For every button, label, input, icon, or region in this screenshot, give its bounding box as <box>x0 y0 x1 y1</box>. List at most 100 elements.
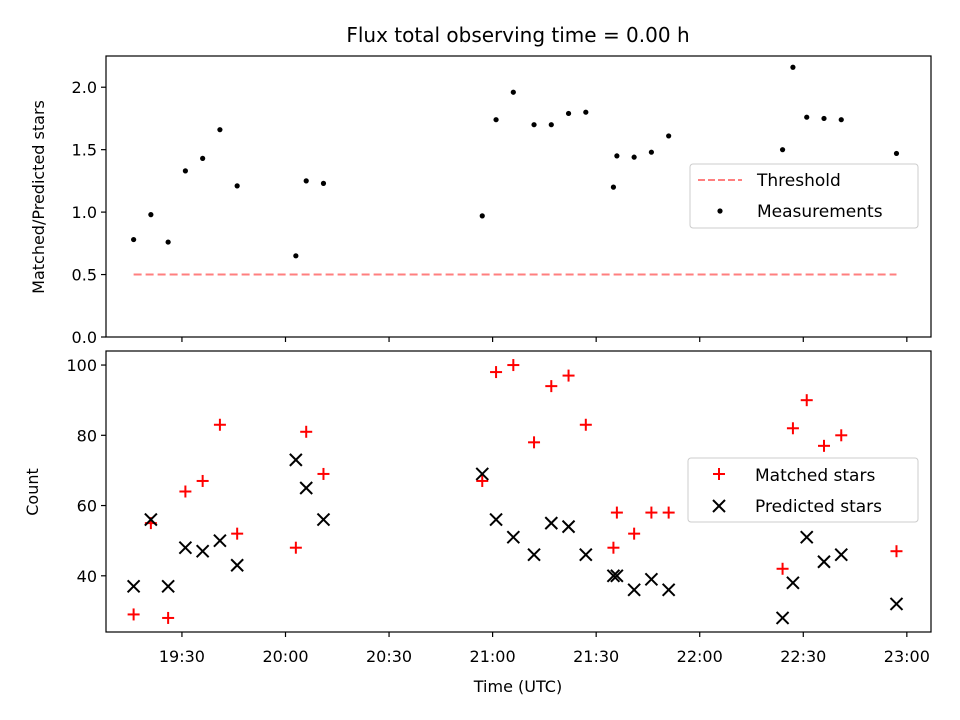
legend-matched-label: Matched stars <box>755 466 875 486</box>
matched-star-point <box>162 611 175 624</box>
measurement-point <box>217 127 223 133</box>
predicted-star-point <box>289 453 303 467</box>
x-tick-label: 20:30 <box>366 647 412 666</box>
predicted-star-point <box>230 558 244 572</box>
measurement-point <box>165 239 171 245</box>
measurement-point <box>779 147 786 153</box>
matched-star-point <box>628 527 641 540</box>
predicted-star-point <box>579 548 593 562</box>
matched-star-point <box>490 366 503 379</box>
matched-star-point <box>476 474 489 487</box>
matched-star-point <box>890 545 903 558</box>
predicted-star-point <box>800 530 814 544</box>
matched-star-point <box>300 425 313 438</box>
bottom-y-axis: 40 60 80 100 <box>66 356 106 586</box>
legend-measurements-swatch <box>717 208 723 214</box>
matched-star-point <box>213 418 226 431</box>
y-tick-label: 1.5 <box>72 141 97 160</box>
bottom-panel: 40 60 80 100 19:30 20:00 20:30 21:00 21:30 22:00… <box>23 350 932 696</box>
measurement-point <box>838 117 844 123</box>
predicted-star-point <box>316 512 331 527</box>
legend-predicted-label: Predicted stars <box>755 497 882 517</box>
y-tick-label: 0.5 <box>72 266 97 285</box>
x-tick-label: 20:00 <box>262 647 308 666</box>
matched-star-point <box>127 608 140 621</box>
predicted-star-point <box>644 572 659 587</box>
matched-star-point <box>776 562 789 575</box>
measurement-point <box>804 114 810 120</box>
matched-star-point <box>817 439 830 452</box>
predicted-star-point <box>775 611 790 625</box>
top-legend-box <box>689 163 919 229</box>
bottom-axes-frame <box>105 350 932 633</box>
predicted-star-point <box>144 512 158 527</box>
predicted-star-point <box>527 548 541 562</box>
predicted-star-point <box>561 519 576 534</box>
measurement-point <box>548 122 554 128</box>
bottom-legend-box <box>687 457 919 523</box>
bottom-y-axis-label: Count <box>23 468 42 516</box>
predicted-star-point <box>627 583 641 597</box>
x-tick-label: 21:30 <box>573 647 619 666</box>
y-tick-label: 60 <box>77 497 97 516</box>
measurement-point <box>531 122 537 128</box>
measurement-point <box>610 184 617 190</box>
predicted-star-point <box>475 467 489 481</box>
predicted-star-point <box>661 583 676 597</box>
y-tick-label: 40 <box>77 567 97 586</box>
top-legend: Threshold Measurements <box>689 163 919 229</box>
top-plot-area <box>131 64 900 276</box>
bottom-plot-area <box>126 359 904 625</box>
matched-star-point <box>562 369 575 382</box>
x-tick-label: 21:00 <box>470 647 516 666</box>
predicted-star-point <box>817 555 831 569</box>
bottom-x-axis: 19:30 20:00 20:30 21:00 21:30 22:00 22:30 23:00 <box>159 632 930 666</box>
matched-star-point <box>579 418 592 431</box>
matched-star-point <box>662 506 675 519</box>
predicted-star-point <box>126 579 141 594</box>
y-tick-label: 80 <box>77 426 97 445</box>
measurement-point <box>493 117 499 123</box>
y-tick-label: 2.0 <box>72 78 97 97</box>
predicted-star-point <box>299 481 313 495</box>
predicted-star-point <box>489 512 503 527</box>
x-tick-label: 19:30 <box>159 647 205 666</box>
measurement-point <box>510 89 516 95</box>
legend-matched-swatch <box>713 468 725 480</box>
matched-star-point <box>610 506 623 519</box>
predicted-star-point <box>544 516 559 530</box>
matched-star-point <box>545 380 558 393</box>
measurement-point <box>479 213 485 219</box>
predicted-star-point <box>786 576 800 590</box>
matched-star-point <box>179 485 192 498</box>
measurement-point <box>131 236 137 243</box>
legend-predicted-swatch <box>712 499 726 513</box>
measurement-point <box>648 149 654 155</box>
chart-title: Flux total observing time = 0.00 h <box>346 23 689 47</box>
matched-star-point <box>231 527 244 540</box>
measurement-point <box>821 115 827 122</box>
measurement-point <box>320 180 327 186</box>
matched-star-point <box>317 467 330 480</box>
legend-threshold-label: Threshold <box>756 171 841 191</box>
x-tick-label: 22:30 <box>780 647 826 666</box>
measurement-point <box>234 183 240 189</box>
predicted-star-point <box>178 540 193 555</box>
predicted-star-point <box>213 533 227 548</box>
measurement-point <box>631 154 637 160</box>
y-tick-label: 0.0 <box>72 328 97 347</box>
matched-star-point <box>786 422 799 435</box>
matched-star-point <box>800 394 813 407</box>
matched-star-point <box>507 359 520 372</box>
measurement-point <box>303 178 309 184</box>
matched-star-point <box>607 541 620 554</box>
bottom-legend: Matched stars Predicted stars <box>687 457 919 523</box>
measurement-point <box>148 212 154 218</box>
matched-star-point <box>528 436 541 449</box>
measurement-point <box>893 150 900 157</box>
x-tick-label: 22:00 <box>677 647 723 666</box>
top-y-axis: 0.0 0.5 1.0 1.5 2.0 <box>72 78 106 347</box>
x-tick-label: 23:00 <box>884 647 930 666</box>
matched-star-point <box>289 541 302 554</box>
